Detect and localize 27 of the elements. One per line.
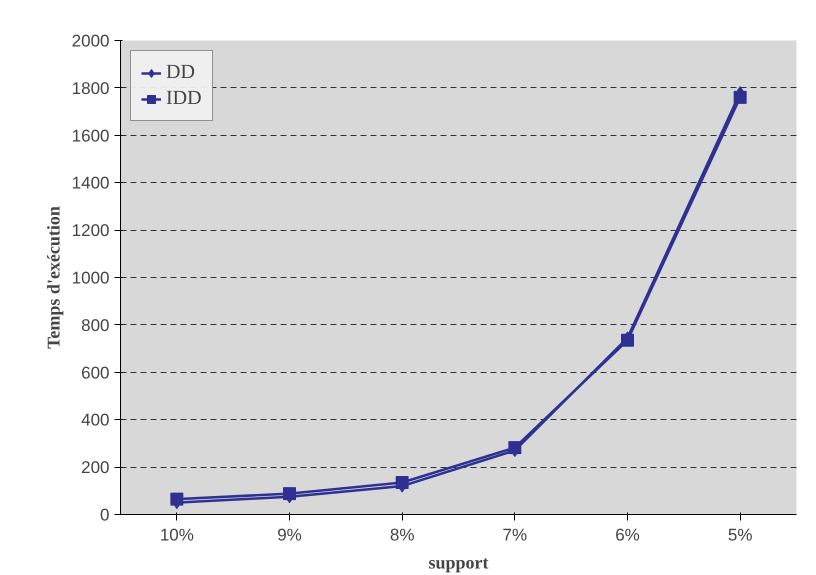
y-tick-label: 0 xyxy=(100,506,110,524)
y-tick-label: 800 xyxy=(81,316,110,335)
point xyxy=(170,492,184,506)
x-tick-label: 5% xyxy=(728,526,752,544)
y-axis-title: Temps d'exécution xyxy=(44,206,64,349)
x-tick-label: 10% xyxy=(160,526,194,544)
y-tick-label: 2000 xyxy=(72,32,110,50)
legend-label: DD xyxy=(166,61,195,84)
point xyxy=(396,476,409,490)
y-tick-label: 1000 xyxy=(72,268,110,288)
y-tick-label: 1400 xyxy=(72,174,110,193)
x-tick-label: 9% xyxy=(277,526,302,544)
legend-label: IDD xyxy=(166,87,202,110)
x-tick-label: 6% xyxy=(615,526,640,544)
point xyxy=(283,487,296,500)
y-tick-label: 1600 xyxy=(72,126,110,146)
y-tick-label: 600 xyxy=(81,363,110,382)
y-tick-label: 1200 xyxy=(72,221,110,240)
point xyxy=(621,334,634,347)
y-tick-label: 200 xyxy=(81,458,110,478)
x-tick-label: 8% xyxy=(390,526,414,544)
y-tick-label: 1800 xyxy=(72,78,110,98)
point xyxy=(734,90,747,104)
point xyxy=(508,441,522,454)
x-axis-title: support xyxy=(428,552,489,572)
x-tick-label: 7% xyxy=(502,526,528,544)
y-tick-label: 400 xyxy=(81,410,110,430)
